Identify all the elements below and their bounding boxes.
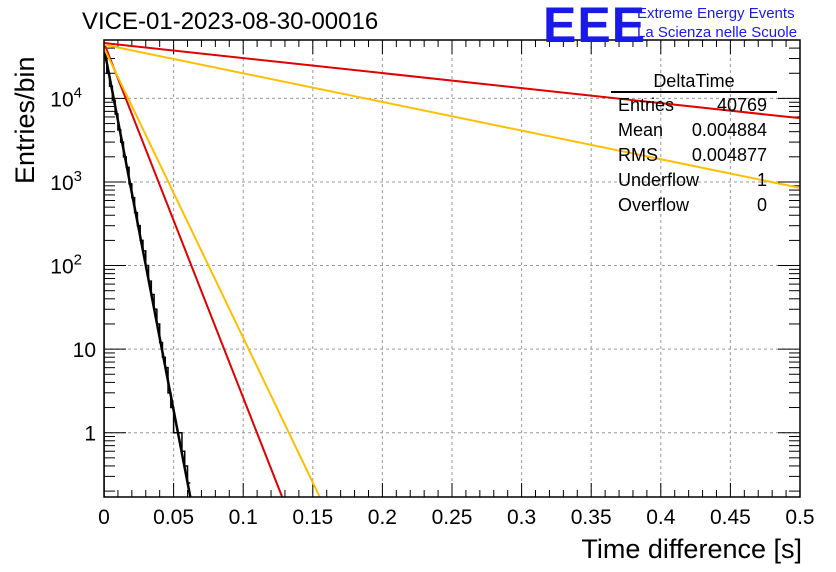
stats-row-entries: Entries 40769 bbox=[611, 93, 777, 118]
x-tick-label: 0.25 bbox=[432, 506, 473, 529]
chart-title: VICE-01-2023-08-30-00016 bbox=[82, 8, 379, 35]
fit-line-4 bbox=[104, 47, 321, 497]
logo-line-2: La Scienza nelle Scuole bbox=[637, 24, 798, 41]
stats-box: DeltaTime Entries 40769 Mean 0.004884 RMS 0.0… bbox=[611, 72, 777, 218]
fit-line-1 bbox=[104, 47, 192, 497]
fit-line-2 bbox=[104, 42, 284, 497]
stats-label: Underflow bbox=[618, 170, 700, 190]
y-tick-label: 10 bbox=[73, 339, 96, 362]
x-axis-label: Time difference [s] bbox=[581, 534, 802, 564]
x-tick-label: 0.35 bbox=[571, 506, 612, 529]
fit-line-3 bbox=[104, 42, 800, 120]
x-tick-label: 0.3 bbox=[507, 506, 536, 529]
x-tick-label: 0 bbox=[98, 506, 110, 529]
x-tick-label: 0.2 bbox=[368, 506, 397, 529]
x-tick-label: 0.4 bbox=[646, 506, 676, 529]
x-tick-label: 0.5 bbox=[785, 506, 814, 529]
x-tick-label: 0.15 bbox=[292, 506, 333, 529]
stats-row-overflow: Overflow 0 bbox=[611, 193, 777, 218]
x-tick-label: 0.1 bbox=[229, 506, 258, 529]
stats-value: 0 bbox=[756, 195, 767, 215]
stats-row-rms: RMS 0.004877 bbox=[611, 143, 777, 168]
stats-label: Overflow bbox=[618, 195, 690, 215]
stats-value: 0.004884 bbox=[691, 120, 767, 140]
stats-label: Entries bbox=[618, 95, 675, 115]
fit-line-5 bbox=[104, 43, 800, 189]
y-axis-label: Entries/bin bbox=[10, 56, 40, 184]
stats-row-mean: Mean 0.004884 bbox=[611, 118, 777, 143]
y-tick-label: 102 bbox=[50, 252, 82, 279]
stats-box-title: DeltaTime bbox=[611, 72, 777, 93]
y-tick-label: 1 bbox=[84, 423, 96, 446]
y-tick-label: 104 bbox=[50, 84, 82, 111]
logo-line-1: Extreme Energy Events bbox=[637, 5, 795, 22]
plot-frame bbox=[103, 39, 801, 498]
stats-value: 0.004877 bbox=[691, 145, 767, 165]
stats-row-underflow: Underflow 1 bbox=[611, 168, 777, 193]
stats-label: RMS bbox=[618, 145, 658, 165]
y-tick-label: 103 bbox=[50, 168, 82, 195]
x-tick-label: 0.45 bbox=[710, 506, 751, 529]
stats-label: Mean bbox=[618, 120, 664, 140]
eee-logo: EEE bbox=[543, 0, 647, 53]
stats-value: 1 bbox=[756, 170, 767, 190]
x-tick-label: 0.05 bbox=[153, 506, 194, 529]
logo-caption: Extreme Energy Events La Scienza nelle S… bbox=[637, 4, 797, 42]
stats-value: 40769 bbox=[716, 95, 767, 115]
stats-rows: Entries 40769 Mean 0.004884 RMS 0.004877 Under… bbox=[611, 93, 777, 218]
y-axis-label-wrap: Entries/bin bbox=[2, 56, 42, 192]
